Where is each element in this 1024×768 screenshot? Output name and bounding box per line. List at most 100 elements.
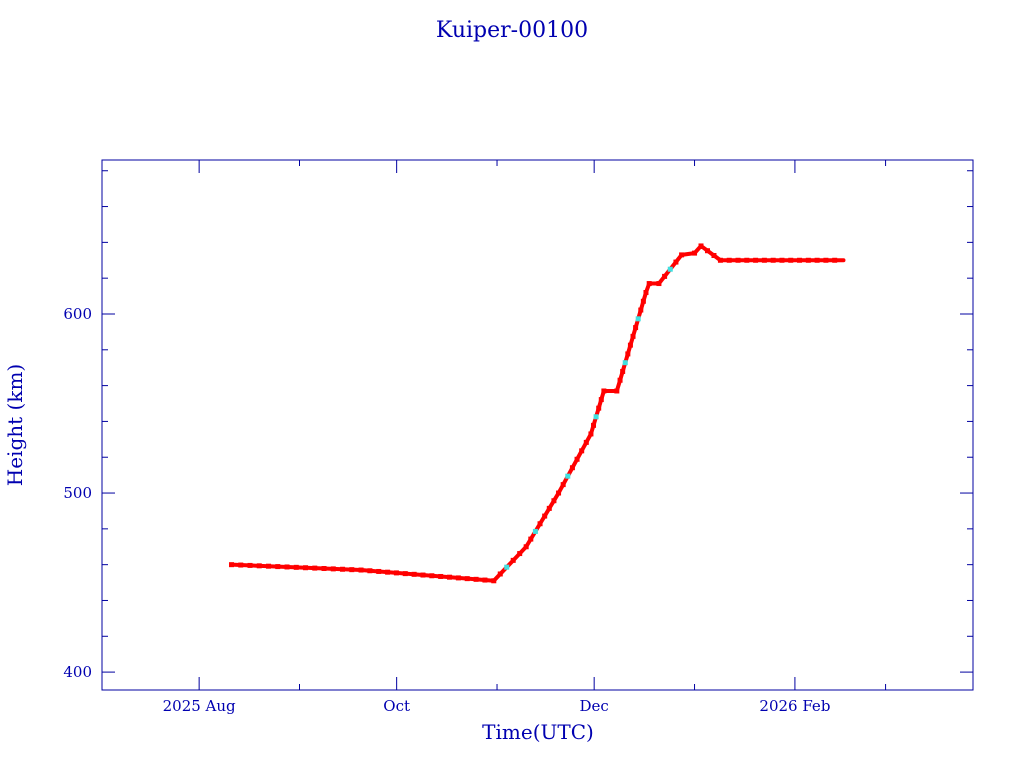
data-point [411, 571, 417, 577]
data-point [532, 528, 538, 534]
data-point [556, 490, 562, 496]
data-point [673, 259, 679, 265]
data-point [744, 257, 750, 263]
data-point [823, 257, 829, 263]
data-point [635, 316, 641, 322]
data-point [497, 571, 503, 577]
data-point [402, 571, 408, 577]
y-tick-label: 600 [63, 305, 92, 323]
data-point [510, 557, 516, 563]
data-point [569, 465, 575, 471]
data-point [330, 566, 336, 572]
data-point [293, 564, 299, 570]
data-point [692, 250, 698, 256]
x-tick-label: 2026 Feb [759, 697, 830, 715]
data-point [591, 422, 597, 428]
data-point [735, 257, 741, 263]
data-point [560, 482, 566, 488]
plot-frame [101, 159, 974, 691]
data-point [761, 257, 767, 263]
data-point [717, 257, 723, 263]
data-point [537, 521, 543, 527]
data-point [455, 575, 461, 581]
data-point [788, 257, 794, 263]
data-point [627, 342, 633, 348]
data-point [546, 505, 552, 511]
data-point [504, 564, 510, 570]
data-point [349, 567, 355, 573]
data-point [491, 578, 497, 584]
data-point [528, 536, 534, 542]
data-point [312, 565, 318, 571]
data-point [596, 405, 602, 411]
data-point [805, 257, 811, 263]
data-point [679, 252, 685, 258]
data-point [284, 564, 290, 570]
x-tick-label: Dec [580, 697, 609, 715]
data-point [726, 257, 732, 263]
data-point [640, 298, 646, 304]
data-point [523, 544, 529, 550]
data-point [598, 397, 604, 403]
data-point [814, 257, 820, 263]
data-point [662, 273, 668, 279]
x-tick-label: Oct [383, 697, 410, 715]
data-point [482, 577, 488, 583]
data-point [630, 333, 636, 339]
data-point [601, 388, 607, 394]
data-point [667, 266, 673, 272]
data-point [238, 562, 244, 568]
data-point [565, 473, 571, 479]
data-point [770, 257, 776, 263]
data-point [832, 257, 838, 263]
data-point [256, 563, 262, 569]
data-point [656, 281, 662, 287]
data-point [247, 562, 253, 568]
data-point [367, 568, 373, 574]
data-point [229, 562, 235, 568]
data-point [385, 569, 391, 575]
data-point [393, 570, 399, 576]
data-point [447, 574, 453, 580]
data-point [646, 281, 652, 287]
data-point [617, 377, 623, 383]
data-point [620, 368, 626, 374]
data-point [711, 252, 717, 258]
data-point [376, 568, 382, 574]
chart-title: Kuiper-00100 [436, 18, 588, 43]
y-tick-label: 500 [63, 484, 92, 502]
data-point [638, 307, 644, 313]
data-point [420, 572, 426, 578]
data-point [266, 563, 272, 569]
data-point [797, 257, 803, 263]
data-point [551, 498, 557, 504]
y-tick-label: 400 [63, 663, 92, 681]
x-tick-label: 2025 Aug [163, 697, 236, 715]
data-point [593, 414, 599, 420]
data-point [574, 456, 580, 462]
data-point [321, 565, 327, 571]
data-point [588, 431, 594, 437]
data-point [473, 576, 479, 582]
data-point [438, 573, 444, 579]
y-axis-label: Height (km) [3, 364, 27, 486]
data-point [517, 551, 523, 557]
data-point [579, 448, 585, 454]
data-point [275, 564, 281, 570]
data-point [622, 360, 628, 366]
data-point [429, 573, 435, 579]
data-point [542, 513, 548, 519]
data-point [625, 351, 631, 357]
data-point [340, 566, 346, 572]
data-point [753, 257, 759, 263]
x-axis-label: Time(UTC) [482, 720, 594, 744]
data-point [633, 325, 639, 331]
data-point [303, 565, 309, 571]
data-point [698, 243, 704, 249]
data-point [464, 576, 470, 582]
data-point [614, 388, 620, 394]
data-point [358, 567, 364, 573]
data-point [704, 248, 710, 254]
data-point [779, 257, 785, 263]
